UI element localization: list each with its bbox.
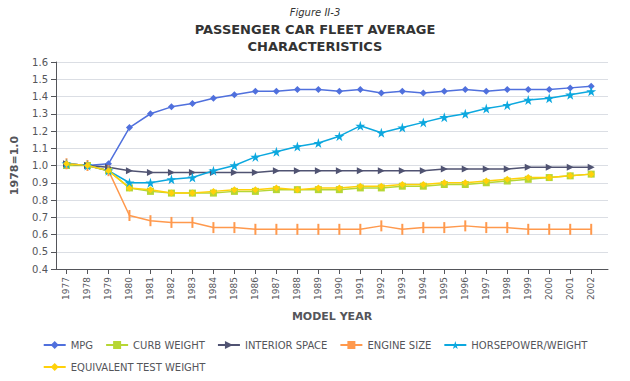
svg-text:1988: 1988 <box>292 277 302 300</box>
svg-text:1987: 1987 <box>271 277 281 300</box>
svg-text:INTERIOR SPACE: INTERIOR SPACE <box>245 340 327 351</box>
svg-text:1978=1.0: 1978=1.0 <box>8 135 21 195</box>
svg-text:ENGINE SIZE: ENGINE SIZE <box>367 340 431 351</box>
svg-text:CHARACTERISTICS: CHARACTERISTICS <box>248 39 383 54</box>
svg-text:1.6: 1.6 <box>32 57 48 68</box>
svg-text:1979: 1979 <box>103 277 113 300</box>
svg-text:1.3: 1.3 <box>32 108 48 119</box>
svg-text:1999: 1999 <box>523 277 533 300</box>
svg-text:1983: 1983 <box>187 277 197 300</box>
svg-text:0.9: 0.9 <box>32 177 48 188</box>
svg-text:1.0: 1.0 <box>32 160 48 171</box>
svg-text:0.5: 0.5 <box>32 246 48 257</box>
svg-text:1989: 1989 <box>313 277 323 300</box>
svg-text:1993: 1993 <box>397 277 407 300</box>
svg-text:PASSENGER CAR FLEET AVERAGE: PASSENGER CAR FLEET AVERAGE <box>195 22 436 37</box>
svg-text:EQUIVALENT TEST WEIGHT: EQUIVALENT TEST WEIGHT <box>71 362 207 373</box>
svg-text:1981: 1981 <box>145 277 155 300</box>
svg-text:0.6: 0.6 <box>32 229 48 240</box>
svg-text:1990: 1990 <box>334 277 344 300</box>
svg-text:Figure II-3: Figure II-3 <box>290 7 341 18</box>
svg-text:0.4: 0.4 <box>32 264 48 275</box>
svg-text:1982: 1982 <box>166 277 176 300</box>
svg-text:1.2: 1.2 <box>32 126 48 137</box>
svg-text:2002: 2002 <box>586 277 596 300</box>
svg-text:1996: 1996 <box>460 277 470 300</box>
svg-text:0.8: 0.8 <box>32 195 48 206</box>
svg-text:1985: 1985 <box>229 277 239 300</box>
svg-text:1997: 1997 <box>481 277 491 300</box>
svg-text:1977: 1977 <box>61 277 71 300</box>
svg-text:MODEL YEAR: MODEL YEAR <box>292 310 373 323</box>
svg-text:1998: 1998 <box>502 277 512 300</box>
svg-text:1986: 1986 <box>250 277 260 300</box>
svg-text:1994: 1994 <box>418 277 428 300</box>
svg-text:0.7: 0.7 <box>32 212 48 223</box>
svg-text:1995: 1995 <box>439 277 449 300</box>
svg-text:2001: 2001 <box>565 277 575 300</box>
svg-text:CURB WEIGHT: CURB WEIGHT <box>133 340 206 351</box>
svg-text:1980: 1980 <box>124 277 134 300</box>
svg-text:MPG: MPG <box>71 340 93 351</box>
svg-text:1.1: 1.1 <box>32 143 48 154</box>
svg-text:1.4: 1.4 <box>32 91 48 102</box>
svg-text:HORSEPOWER/WEIGHT: HORSEPOWER/WEIGHT <box>471 340 588 351</box>
svg-text:2000: 2000 <box>544 277 554 300</box>
svg-text:1992: 1992 <box>376 277 386 300</box>
svg-text:1978: 1978 <box>82 277 92 300</box>
svg-text:1984: 1984 <box>208 277 218 300</box>
svg-text:1991: 1991 <box>355 277 365 300</box>
svg-text:1.5: 1.5 <box>32 74 48 85</box>
